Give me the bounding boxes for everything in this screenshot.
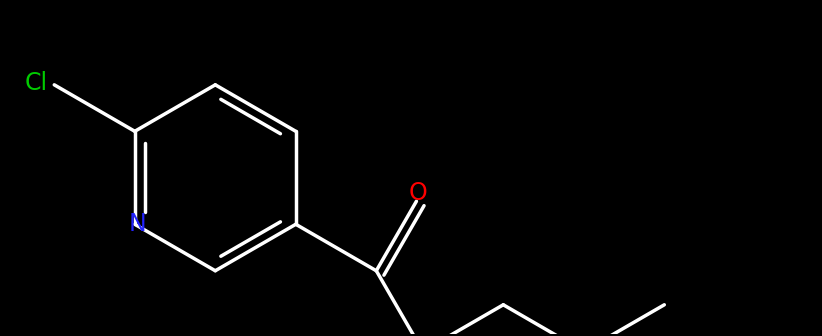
Text: O: O	[409, 181, 427, 205]
Text: N: N	[129, 212, 146, 236]
Text: Cl: Cl	[25, 71, 48, 95]
